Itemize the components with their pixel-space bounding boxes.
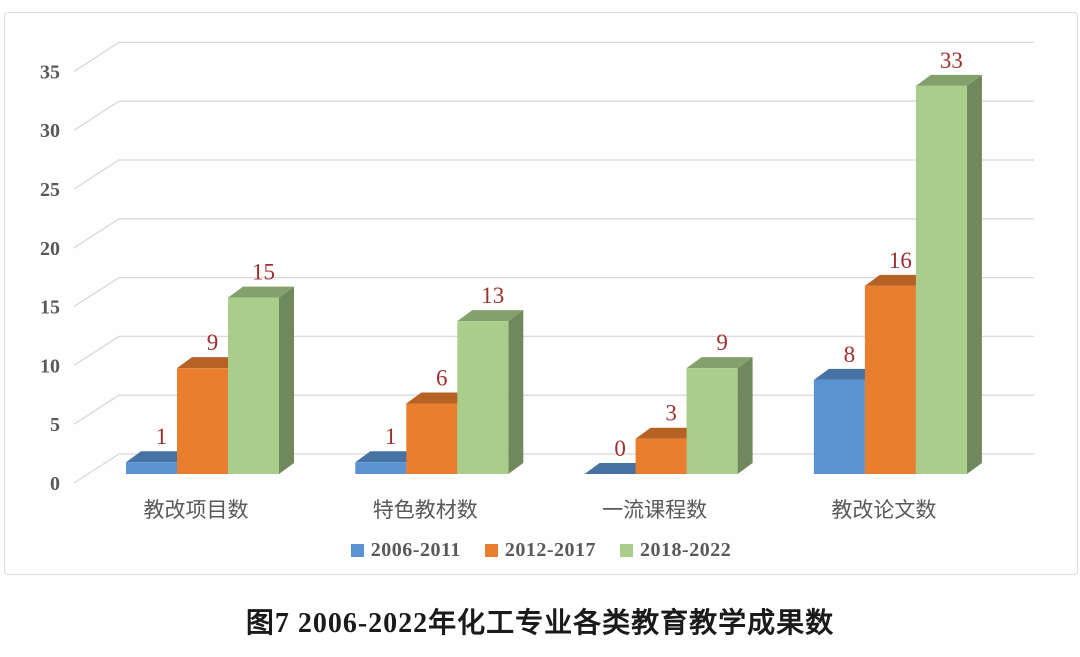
legend-label: 2018-2022	[640, 538, 732, 561]
bar-front-face	[864, 285, 916, 474]
bar-front-face	[126, 462, 177, 474]
bar-data-label: 6	[436, 365, 448, 390]
bar-top-face	[228, 286, 294, 298]
gridline	[73, 159, 1034, 190]
bar-top-face	[584, 463, 651, 474]
legend-label: 2012-2017	[504, 538, 597, 561]
bar-chart-3d: 051015202530351915教改项目数1613特色教材数039一流课程数…	[40, 41, 1034, 522]
bar-front-face	[406, 403, 458, 474]
bar-3d	[686, 357, 753, 474]
bar-front-face	[355, 462, 407, 474]
bar-data-label: 15	[252, 260, 275, 285]
y-tick-label: 10	[40, 355, 60, 377]
bar-data-label: 9	[716, 330, 728, 355]
figure-caption: 图7 2006-2022年化工专业各类教育教学成果数	[245, 608, 835, 639]
bar-top-face	[457, 310, 524, 322]
bar-front-face	[228, 297, 279, 474]
category-label: 教改论文数	[831, 498, 936, 522]
category-label: 教改项目数	[144, 498, 249, 522]
y-tick-label: 5	[50, 414, 60, 436]
legend-swatch	[350, 543, 364, 557]
legend-swatch	[620, 543, 634, 557]
bar-top-face	[406, 392, 473, 404]
y-tick-label: 15	[40, 297, 60, 319]
bar-data-label: 3	[665, 401, 677, 426]
gridline	[73, 335, 1034, 366]
chart-frame: 0 5 10 15 20 25 30 35 1 9 15 教改项目数 1 6 13 特色教材数 0 3 9 一流课程数…	[4, 12, 1078, 575]
y-tick-label: 25	[40, 179, 60, 201]
bar-3d	[457, 310, 524, 474]
bar-side-face	[508, 310, 524, 474]
gridline	[73, 100, 1034, 131]
gridline	[73, 218, 1034, 249]
bar-data-label: 16	[889, 248, 912, 273]
bar-data-label: 33	[940, 48, 963, 73]
bar-data-label: 8	[844, 342, 856, 367]
y-tick-label: 20	[40, 238, 60, 260]
bar-front-face	[915, 85, 967, 475]
bar-top-face	[177, 357, 243, 369]
bar-top-face	[686, 357, 753, 369]
bar-data-label: 0	[614, 436, 626, 461]
bar-front-face	[813, 379, 865, 474]
category-label: 特色教材数	[373, 498, 478, 522]
bar-front-face	[635, 438, 687, 474]
bar-side-face	[279, 286, 294, 474]
bar-top-face	[915, 74, 982, 86]
bar-data-label: 1	[156, 424, 168, 449]
bar-3d	[915, 74, 982, 475]
bar-top-face	[864, 274, 931, 286]
bar-front-face	[457, 321, 509, 474]
gridline	[73, 276, 1034, 308]
y-tick-label: 35	[40, 61, 60, 83]
bar-side-face	[737, 357, 753, 474]
legend-item: 2012-2017	[484, 538, 597, 562]
legend: 2006-2011 2012-2017 2018-2022	[5, 537, 1077, 563]
y-tick-label: 0	[50, 473, 60, 495]
bar-side-face	[966, 74, 982, 475]
bar-3d	[228, 286, 294, 474]
bar-top-face	[126, 451, 192, 463]
bar-top-face	[355, 451, 422, 463]
bar-top-face	[635, 427, 702, 439]
legend-item: 2018-2022	[620, 539, 731, 562]
bar-data-label: 9	[207, 330, 219, 355]
bar-data-label: 13	[481, 283, 504, 308]
bar-data-label: 1	[385, 424, 397, 449]
gridline	[73, 41, 1034, 72]
bar-front-face	[177, 368, 228, 474]
category-label: 一流课程数	[602, 498, 707, 522]
legend-swatch	[484, 543, 498, 557]
y-tick-label: 30	[40, 120, 60, 142]
bar-front-face	[686, 368, 738, 474]
legend-label: 2006-2011	[370, 538, 461, 561]
legend-item: 2006-2011	[350, 538, 461, 562]
bar-top-face	[813, 368, 880, 380]
bar-3d	[584, 463, 651, 474]
